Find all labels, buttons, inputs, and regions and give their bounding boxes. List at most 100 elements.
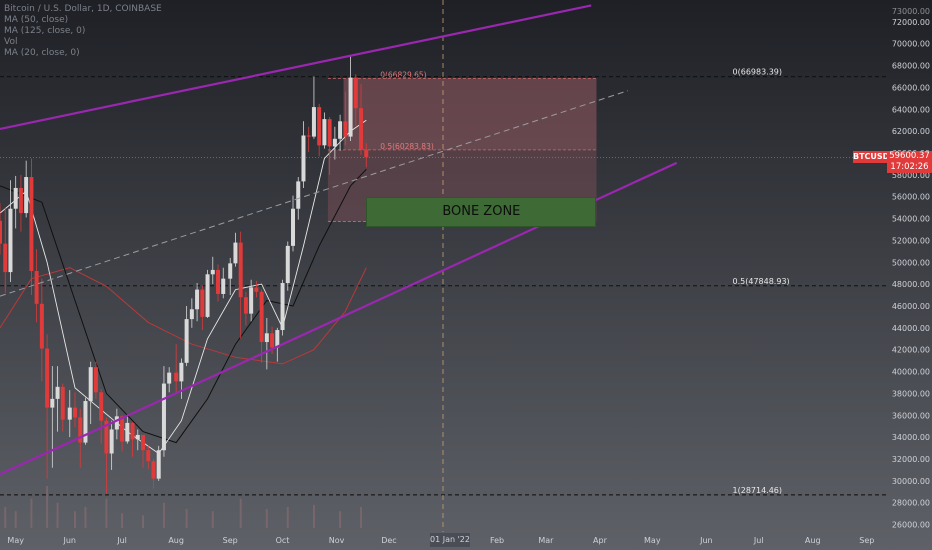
candle-body [3,243,8,273]
candle-body [195,289,200,310]
volume-bar [211,511,214,528]
x-tick-label: Aug [168,536,184,545]
y-tick-label: 28000.00 [892,499,930,508]
candle-body [205,274,210,317]
candle-body [78,417,83,443]
major-fib-label: 0.5(47848.93) [733,277,790,286]
x-tick-label: Jul [116,536,127,545]
y-tick-label: 64000.00 [892,105,930,114]
x-tick-label: Jun [699,536,713,545]
y-tick-label: 56000.00 [892,193,930,202]
y-tick-label-partial: 73000.00 [892,7,930,16]
candle-body [216,269,221,294]
candle-body [104,420,109,454]
ma50-line [0,169,367,444]
moving-averages [0,119,367,455]
x-tick-label: Mar [538,536,554,545]
volume-bar [162,502,165,528]
candle-body [50,398,55,408]
candle-body [221,278,226,294]
major-fib-label: 0(66983.39) [733,68,783,77]
volume-bar [239,498,242,528]
candle-body [146,450,151,462]
ma20-label[interactable]: MA (20, close, 0) [4,48,80,58]
volume-bar [14,511,17,528]
crosshair-date-tag: 01 Jan '22 [430,533,470,547]
volume-bar [84,507,87,528]
candle-body [327,119,332,147]
last-price-tag: 59600.37 17:02:26 [887,151,932,174]
y-tick-label: 70000.00 [892,40,930,49]
trendline-upper [0,4,592,131]
ma125-line [0,267,367,365]
x-tick-label: Jul [753,536,764,545]
candle-body [233,242,238,264]
volume-bar [286,507,289,528]
candle-body [311,107,316,137]
candle-body [67,407,72,420]
y-tick-label: 66000.00 [892,83,930,92]
y-tick-label: 46000.00 [892,302,930,311]
candle-body [301,135,306,182]
candle-body [285,245,290,284]
candle-body [317,107,322,146]
candle-body [238,242,243,298]
candle-body [0,220,2,244]
candle-body [120,416,125,442]
candle-body [161,383,166,451]
y-tick-label: 26000.00 [892,521,930,530]
candle-body [228,263,233,279]
ma125-label[interactable]: MA (125, close, 0) [4,26,86,36]
x-tick-label: Jun [63,536,77,545]
candle-body [39,303,44,349]
y-tick-label: 44000.00 [892,324,930,333]
y-tick-label: 42000.00 [892,346,930,355]
candle-body [18,187,23,214]
y-tick-label: 54000.00 [892,215,930,224]
fib-label: 0(66829.65) [380,70,426,79]
candle-body [13,187,18,209]
candle-body [29,177,34,272]
volume-label[interactable]: Vol [4,37,18,47]
candle-body [60,386,65,420]
candle-body [280,283,285,331]
candle-body [249,287,254,314]
ma50-label[interactable]: MA (50, close) [4,15,69,25]
x-tick-label: May [644,536,661,545]
candle-body [243,297,248,314]
y-tick-label: 38000.00 [892,389,930,398]
x-tick-label: May [7,536,24,545]
candle-body [135,434,140,440]
candle-body [55,386,60,399]
candle-body [167,372,172,384]
volume-bar [185,509,188,528]
x-tick-label: Oct [276,536,290,545]
candle-body [364,149,369,158]
major-fib-label: 1(28714.46) [733,486,783,495]
volume-bar [121,513,124,528]
candle-body [338,121,343,139]
candle-body [24,177,29,214]
bone-zone-box[interactable]: BONE ZONE [366,196,597,228]
y-tick-label: 48000.00 [892,280,930,289]
candle-body [174,372,179,382]
y-tick-label: 72000.00 [892,18,930,27]
candle-body [34,271,39,304]
y-tick-label: 62000.00 [892,127,930,136]
candle-body [8,208,13,273]
x-tick-label: Sep [859,536,874,545]
candle-body [189,309,194,320]
y-tick-label: 50000.00 [892,258,930,267]
candle-body [45,348,50,408]
y-tick-label: 68000.00 [892,62,930,71]
volume-bar [360,507,363,528]
candle-body [353,77,358,109]
y-tick-label: 32000.00 [892,455,930,464]
candle-body [332,138,337,147]
symbol-label[interactable]: Bitcoin / U.S. Dollar, 1D, COINBASE [4,4,162,14]
candle-body [359,108,364,150]
candle-body [151,461,156,479]
candle-body [179,362,184,382]
candle-body [184,319,189,363]
